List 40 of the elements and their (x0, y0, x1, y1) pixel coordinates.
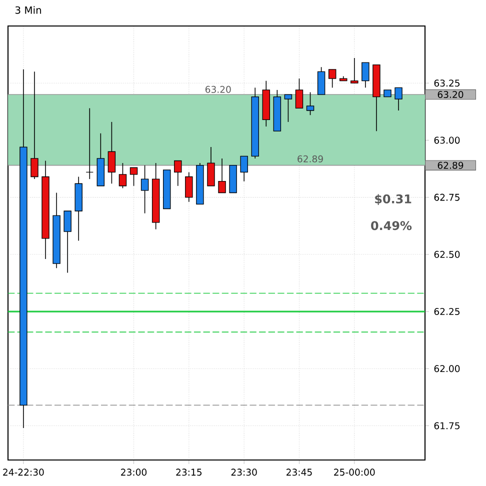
y-tick-label: 62.75 (434, 194, 460, 201)
candlestick (350, 58, 358, 84)
x-tick-label: 25-00:00 (334, 468, 375, 476)
candlestick (284, 94, 292, 122)
x-tick-label: 23:15 (176, 468, 202, 476)
x-tick-label: 23:45 (286, 468, 312, 476)
candlestick (174, 160, 182, 186)
annotation: 63.20 (205, 86, 231, 93)
candlestick (328, 68, 336, 88)
x-tick-label: 23:00 (121, 468, 147, 476)
ref-line-label: 63.20 (438, 91, 464, 98)
candlestick (207, 146, 215, 186)
annotation: 62.89 (298, 155, 323, 162)
candlestick (30, 71, 38, 180)
y-tick-label: 63.25 (434, 80, 460, 87)
candlestick (306, 92, 314, 116)
chart-title: 3 Min (15, 6, 42, 14)
y-tick-label: 62.50 (434, 250, 460, 258)
y-tick-label: 62.00 (434, 365, 460, 372)
ref-line-label: 62.89 (438, 162, 464, 169)
candlestick (185, 172, 193, 202)
y-tick-label: 62.25 (434, 308, 460, 316)
candlestick (130, 167, 138, 186)
x-tick-label: 23:30 (231, 468, 257, 476)
candlestick (394, 87, 402, 111)
candlestick (64, 210, 72, 274)
y-tick-label: 61.75 (434, 422, 460, 430)
candlestick (140, 164, 149, 214)
x-tick-label: 24-22:30 (3, 468, 44, 476)
candlestick (362, 62, 370, 88)
annotation: $0.31 (375, 194, 412, 206)
candlestick (118, 162, 127, 189)
y-tick-label: 63.00 (434, 136, 460, 144)
candlestick (295, 78, 304, 109)
candlestick (317, 66, 326, 95)
annotation: 0.49% (371, 221, 412, 230)
candlestick (240, 156, 248, 182)
candlestick (86, 108, 94, 180)
candlestick (108, 122, 116, 184)
candlestick (218, 158, 226, 194)
